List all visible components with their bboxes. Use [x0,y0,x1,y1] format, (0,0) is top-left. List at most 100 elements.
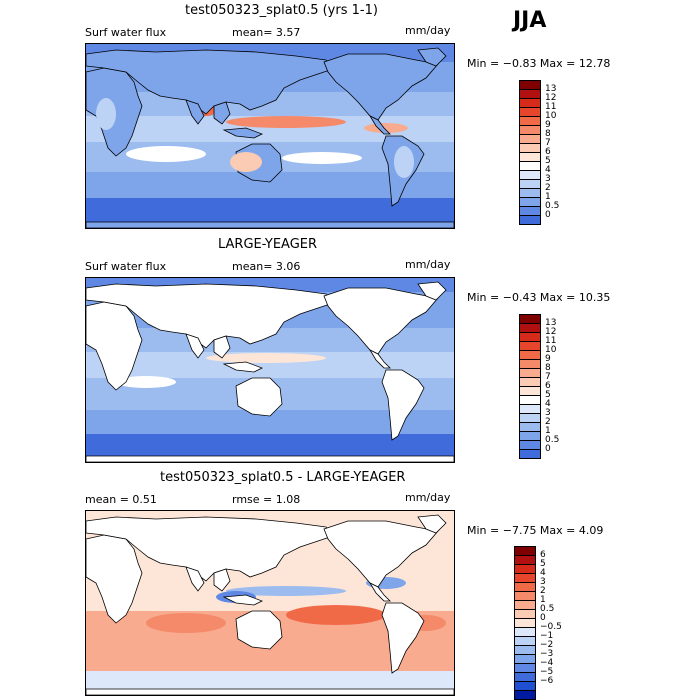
map2-indian-ocean-band [116,376,176,388]
map2-indonesia [222,361,263,373]
season-label: JJA [513,8,547,33]
colorbar-label: 9 [545,120,551,130]
colorbar-label: 10 [545,345,557,355]
colorbar-swatch [519,404,541,413]
map2-africa [86,301,143,391]
colorbar-label: 0 [540,613,546,623]
map2-south-america [381,369,425,441]
colorbar-label: 0 [545,444,551,454]
colorbar-label: −2 [540,640,554,650]
colorbar-swatch [519,386,541,395]
panel3-title: test050323_splat0.5 - LARGE-YEAGER [160,470,406,485]
colorbar-swatch [514,546,536,555]
map3-se-asia [213,568,231,592]
colorbar-swatch [519,368,541,377]
colorbar-label: 4 [540,568,546,578]
colorbar-swatch [519,134,541,143]
colorbar-swatch [519,179,541,188]
panel1-mean-label: mean= 3.57 [232,26,301,39]
panel2-title: LARGE-YEAGER [218,237,318,252]
colorbar-swatch [519,89,541,98]
map1-india [185,99,205,125]
colorbar-label: 5 [545,390,551,400]
colorbar-label: 9 [545,354,551,364]
map3-landmasses [86,514,454,695]
colorbar-swatch [519,422,541,431]
panel1-title: test050323_splat0.5 (yrs 1-1) [185,3,378,18]
panel1-variable-label: Surf water flux [85,26,167,39]
panel3-minmax: Min = −7.75 Max = 4.09 [467,524,604,537]
map2-india [185,333,205,359]
map3-india [185,566,205,592]
colorbar-swatch [514,654,536,663]
colorbar-swatch [519,188,541,197]
map2-se-asia [213,335,231,359]
colorbar-swatch [519,341,541,350]
map1-spcz-band [282,152,362,164]
colorbar-swatch [514,609,536,618]
colorbar-swatch [519,323,541,332]
map3-south-pacific-positive [286,605,386,625]
panel2-mean-label: mean= 3.06 [232,260,301,273]
map3-indonesia [222,594,263,606]
colorbar-swatch [519,107,541,116]
colorbar-label: −6 [540,676,554,686]
map3-europe-asia [86,516,337,582]
map2-greenland [417,281,447,301]
map1-north-america [323,53,439,121]
map1-australia-field [230,152,262,172]
colorbar-swatch [514,672,536,681]
colorbar-swatch [519,98,541,107]
map2-antarctica [86,455,454,462]
colorbar-swatch [514,636,536,645]
colorbar-swatch [514,690,536,700]
map1-itcz-pacific [226,116,346,128]
colorbar-label: 12 [545,327,557,337]
colorbar-label: −4 [540,658,554,668]
colorbar-swatch [514,645,536,654]
map1-central-africa-wet [96,98,116,130]
colorbar-label: 11 [545,336,557,346]
map3-south-america [381,602,425,674]
colorbar-swatch [519,395,541,404]
map1-antarctica [86,221,454,228]
map2-central-am [368,349,391,369]
colorbar-label: 13 [545,318,557,328]
map1-europe-asia [86,49,337,115]
colorbar-label: 10 [545,111,557,121]
map1-greenland [417,47,447,67]
colorbar-swatch [519,431,541,440]
colorbar-swatch [519,215,541,225]
colorbar-label: 4 [545,165,551,175]
colorbar-swatch [514,573,536,582]
colorbar-label: 8 [545,129,551,139]
colorbar-swatch [519,350,541,359]
colorbar-label: −1 [540,631,554,641]
colorbar-label: 0.5 [545,435,560,445]
map1-amazon-field [394,146,414,178]
panel1-minmax: Min = −0.83 Max = 12.78 [467,57,611,70]
map2-landmasses [86,281,454,462]
map3-greenland [417,514,447,534]
colorbar-label: 2 [540,586,546,596]
panel1-map [85,43,455,229]
colorbar-swatch [514,681,536,690]
colorbar-label: 11 [545,102,557,112]
colorbar-swatch [514,591,536,600]
colorbar-label: 12 [545,93,557,103]
map1-se-asia [213,101,231,125]
panel2-map-svg [86,278,454,462]
map3-indian-ocean-positive [146,613,226,633]
colorbar-label: 1 [545,192,551,202]
colorbar-swatch [519,359,541,368]
colorbar-swatch [519,440,541,449]
panel3-units: mm/day [405,491,451,504]
colorbar-label: 2 [545,417,551,427]
map2-itcz-pacific [206,353,326,363]
colorbar-label: 3 [545,174,551,184]
panel2-minmax: Min = −0.43 Max = 10.35 [467,291,611,304]
map1-indonesia [222,127,263,139]
colorbar-swatch [514,582,536,591]
colorbar-label: 8 [545,363,551,373]
panel1-map-svg [86,44,454,228]
